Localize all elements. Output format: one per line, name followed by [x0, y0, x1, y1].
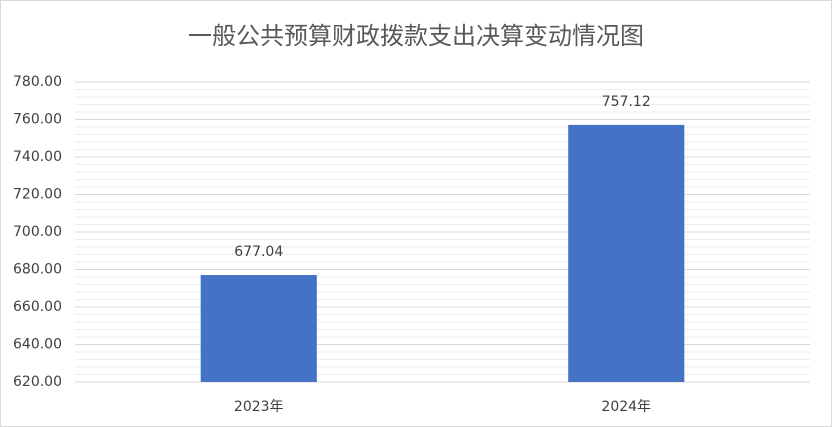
- y-tick-label: 700.00: [13, 224, 62, 240]
- y-tick-label: 680.00: [13, 262, 62, 278]
- y-tick-label: 640.00: [13, 337, 62, 353]
- data-label: 757.12: [602, 94, 651, 110]
- y-tick-label: 660.00: [13, 299, 62, 315]
- x-tick-label: 2024年: [601, 399, 651, 415]
- y-tick-label: 740.00: [13, 149, 62, 165]
- y-tick-label: 620.00: [13, 374, 62, 390]
- y-tick-label: 760.00: [13, 112, 62, 128]
- chart-title: 一般公共预算财政拨款支出决算变动情况图: [188, 22, 644, 50]
- x-tick-label: 2023年: [234, 399, 284, 415]
- y-tick-label: 720.00: [13, 187, 62, 203]
- y-tick-label: 780.00: [13, 74, 62, 90]
- data-label: 677.04: [234, 244, 283, 260]
- bar: [200, 275, 317, 382]
- bar: [568, 124, 685, 383]
